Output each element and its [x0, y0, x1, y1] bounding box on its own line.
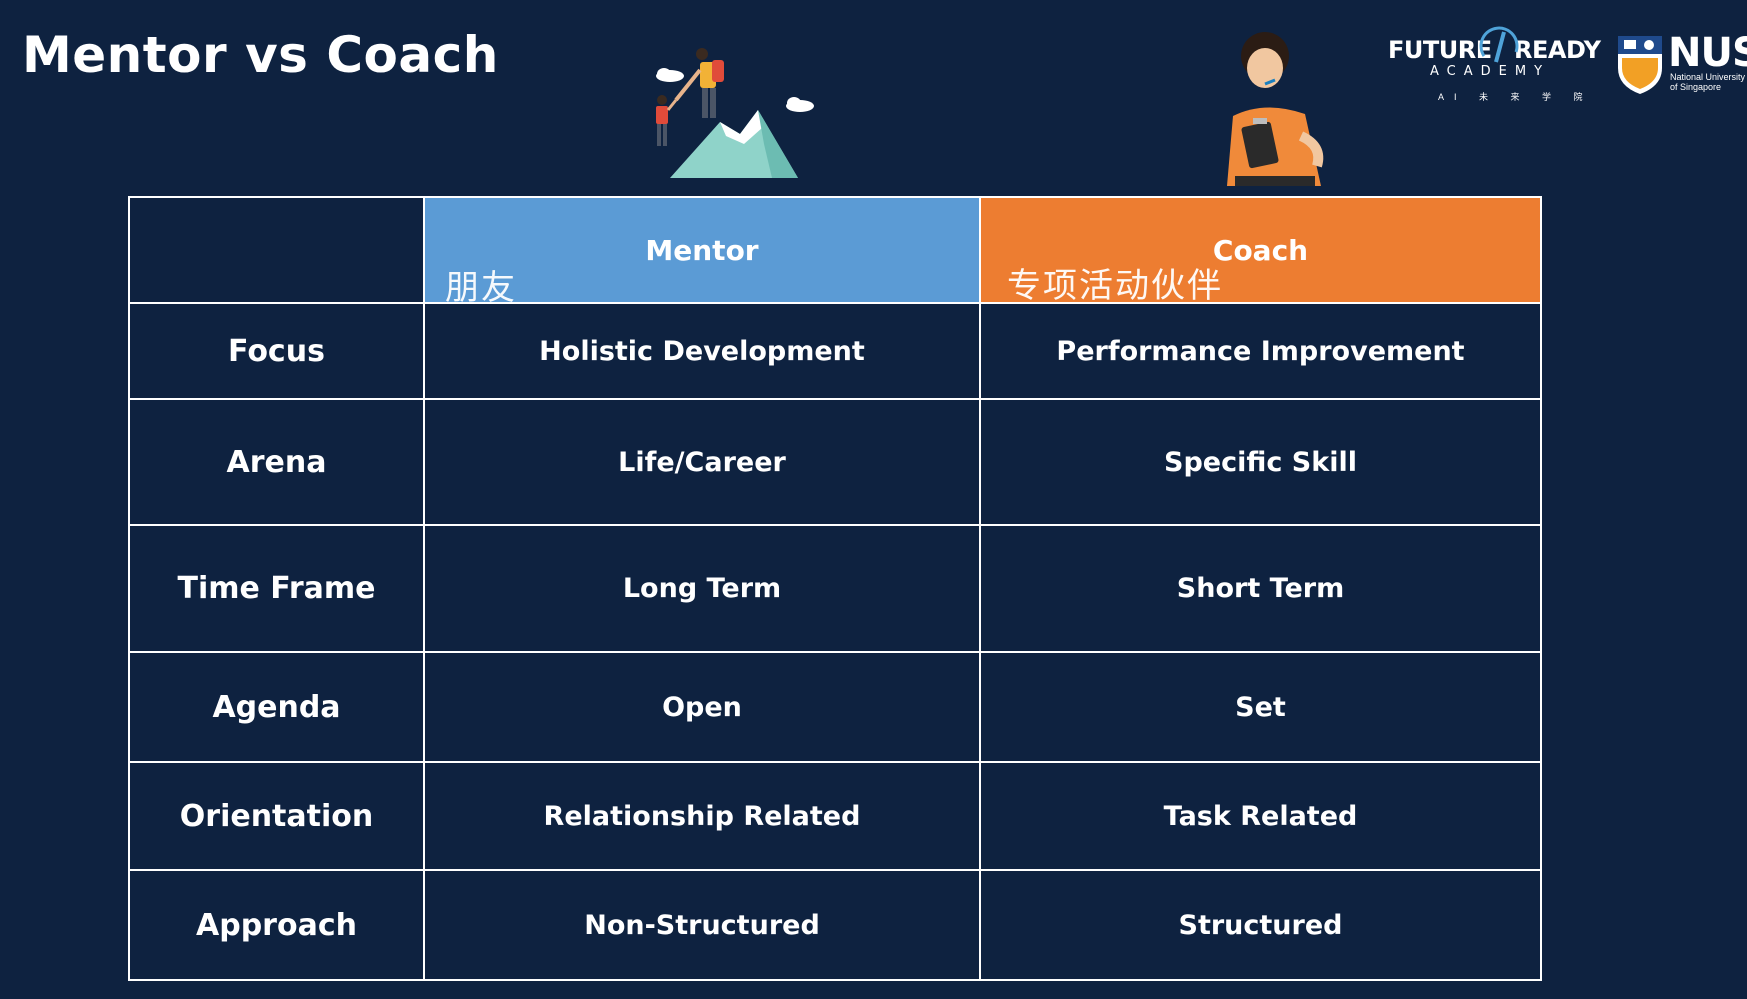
coach-cell: Specific Skill [979, 398, 1542, 526]
nus-subtitle: National University of Singapore [1670, 72, 1745, 92]
table-row: Time Frame Long Term Short Term [128, 524, 1542, 653]
table-header-row: Mentor 朋友 Coach 专项活动伙伴 [128, 196, 1542, 308]
nus-logo: NUS National University of Singapore [1614, 30, 1747, 102]
header-mentor-label: Mentor [645, 233, 759, 267]
logo-subtitle: AI 未 来 学 院 [1438, 92, 1593, 102]
table-row: Agenda Open Set [128, 651, 1542, 763]
table-row: Approach Non-Structured Structured [128, 869, 1542, 981]
logo-ring-icon [1479, 26, 1519, 63]
mentor-cell: Life/Career [423, 398, 981, 526]
row-label: Agenda [128, 651, 425, 763]
coach-cell: Short Term [979, 524, 1542, 653]
row-label: Time Frame [128, 524, 425, 653]
table-row: Focus Holistic Development Performance I… [128, 302, 1542, 400]
mentor-handwritten-note: 朋友 [445, 268, 517, 308]
coach-cell: Task Related [979, 761, 1542, 871]
comparison-table: Mentor 朋友 Coach 专项活动伙伴 Focus Holistic De… [128, 196, 1542, 981]
mentor-cell: Non-Structured [423, 869, 981, 981]
table-row: Arena Life/Career Specific Skill [128, 398, 1542, 526]
coach-cell: Performance Improvement [979, 302, 1542, 400]
row-label: Approach [128, 869, 425, 981]
logo-word-academy: ACADEMY [1430, 64, 1551, 79]
header-blank-cell [128, 196, 425, 304]
mentor-cell: Holistic Development [423, 302, 981, 400]
nus-subtitle-line2: of Singapore [1670, 82, 1722, 92]
header-coach: Coach 专项活动伙伴 [979, 196, 1542, 306]
row-label: Orientation [128, 761, 425, 871]
nus-subtitle-line1: National University [1670, 72, 1746, 82]
slide-title: Mentor vs Coach [22, 26, 499, 84]
mentor-cell: Relationship Related [423, 761, 981, 871]
coach-illustration [1227, 32, 1324, 186]
nus-shield-icon [1618, 36, 1662, 94]
mountain-climb-illustration [656, 48, 814, 178]
mentor-cell: Long Term [423, 524, 981, 653]
nus-wordmark: NUS [1668, 30, 1747, 76]
row-label: Arena [128, 398, 425, 526]
coach-cell: Set [979, 651, 1542, 763]
logo-word-ready: READY [1514, 36, 1601, 64]
future-ready-academy-logo: FUTURE READY ACADEMY AI 未 来 学 院 [1386, 22, 1601, 108]
mentor-cell: Open [423, 651, 981, 763]
row-label: Focus [128, 302, 425, 400]
table-row: Orientation Relationship Related Task Re… [128, 761, 1542, 871]
coach-cell: Structured [979, 869, 1542, 981]
coach-handwritten-note: 专项活动伙伴 [1007, 266, 1223, 306]
header-mentor: Mentor 朋友 [423, 196, 981, 308]
logo-word-future: FUTURE [1388, 36, 1492, 64]
header-coach-label: Coach [1212, 233, 1309, 267]
